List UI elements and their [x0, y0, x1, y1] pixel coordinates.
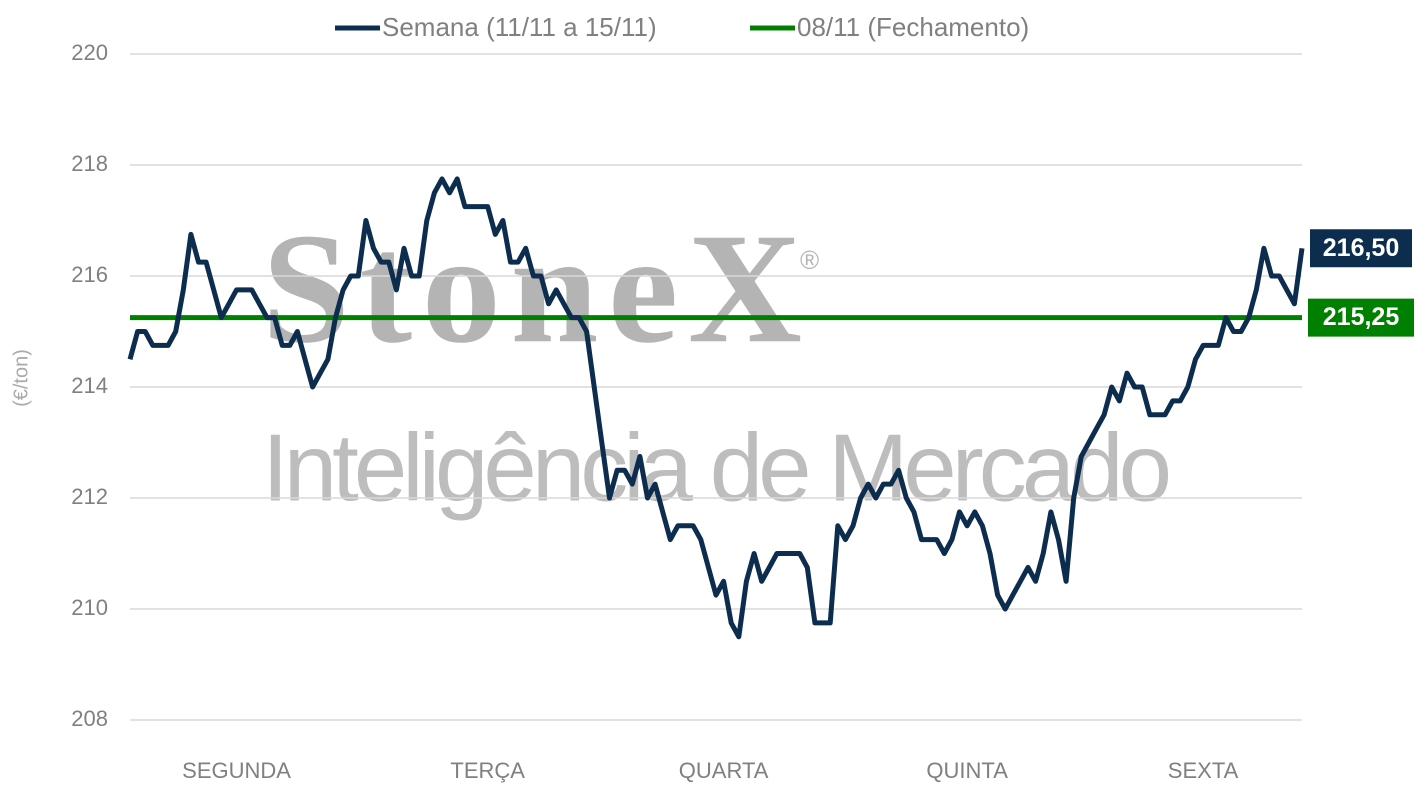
legend-label: Semana (11/11 a 15/11)	[382, 12, 657, 42]
value-label: 216,50	[1323, 234, 1399, 262]
y-tick-label: 212	[71, 484, 108, 509]
watermark: StoneX ® Inteligência de Mercado	[262, 201, 1172, 521]
x-tick-label: QUARTA	[679, 758, 769, 783]
y-tick-label: 214	[71, 373, 108, 398]
x-tick-label: SEGUNDA	[182, 758, 291, 783]
reference-label: 215,25	[1323, 303, 1400, 331]
y-axis-label: (€/ton)	[10, 349, 32, 407]
x-tick-label: QUINTA	[926, 758, 1008, 783]
y-tick-label: 218	[71, 151, 108, 176]
legend: Semana (11/11 a 15/11) 08/11 (Fechamento)	[335, 12, 1029, 42]
y-tick-label: 208	[71, 706, 108, 731]
watermark-mark: ®	[800, 245, 819, 275]
y-tick-label: 210	[71, 595, 108, 620]
watermark-tagline: Inteligência de Mercado	[262, 414, 1172, 521]
x-tick-label: SEXTA	[1168, 758, 1239, 783]
data-line	[127, 176, 1305, 640]
value-label-box	[1310, 229, 1412, 268]
legend-label: 08/11 (Fechamento)	[797, 12, 1029, 42]
reference-label-box	[1308, 298, 1414, 337]
x-tick-label: TERÇA	[450, 758, 525, 783]
y-tick-label: 216	[71, 262, 108, 287]
y-tick-label: 220	[71, 40, 108, 65]
